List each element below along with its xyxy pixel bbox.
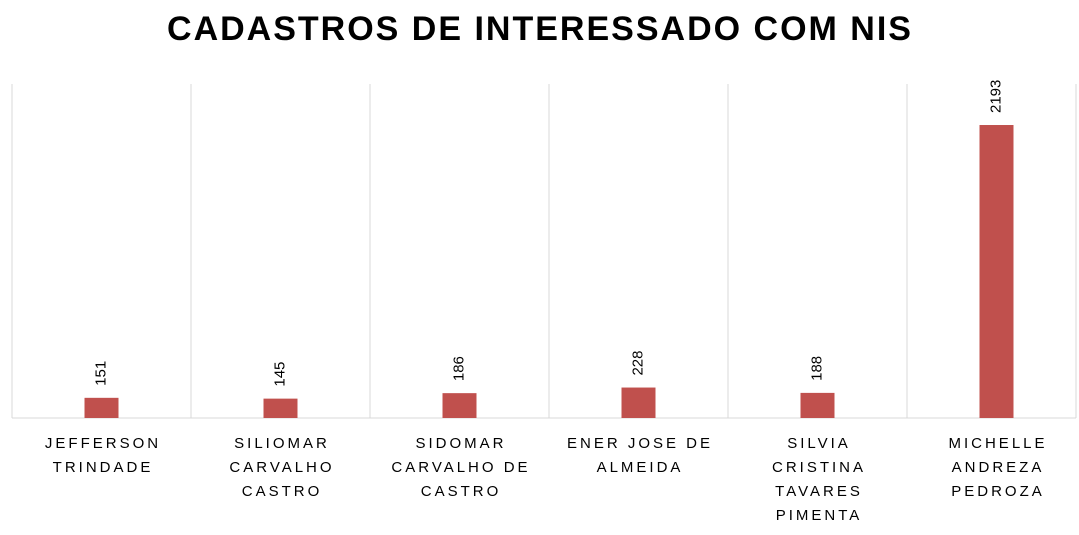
x-tick-label: SILVIA CRISTINA TAVARES PIMENTA (771, 435, 866, 524)
data-label: 186 (450, 356, 467, 381)
bar (84, 397, 119, 418)
chart-title: CADASTROS DE INTERESSADO COM NIS (167, 10, 913, 48)
x-tick-label: ENER JOSE DE ALMEIDA (566, 435, 714, 476)
data-label: 228 (629, 351, 646, 376)
bar (263, 398, 298, 418)
bar (979, 125, 1014, 418)
data-label: 2193 (987, 80, 1004, 113)
x-tick-label: MICHELLE ANDREZA PEDROZA (948, 435, 1048, 500)
x-tick-label: JEFFERSON TRINDADE (44, 435, 162, 476)
bar (621, 387, 656, 418)
data-label: 145 (271, 362, 288, 387)
x-tick-label: SILIOMAR CARVALHO CASTRO (229, 435, 335, 500)
x-tick-label: SIDOMAR CARVALHO DE CASTRO (391, 435, 531, 500)
bar (800, 392, 835, 418)
data-label: 188 (808, 356, 825, 381)
data-label: 151 (92, 361, 109, 386)
bar (442, 393, 477, 418)
